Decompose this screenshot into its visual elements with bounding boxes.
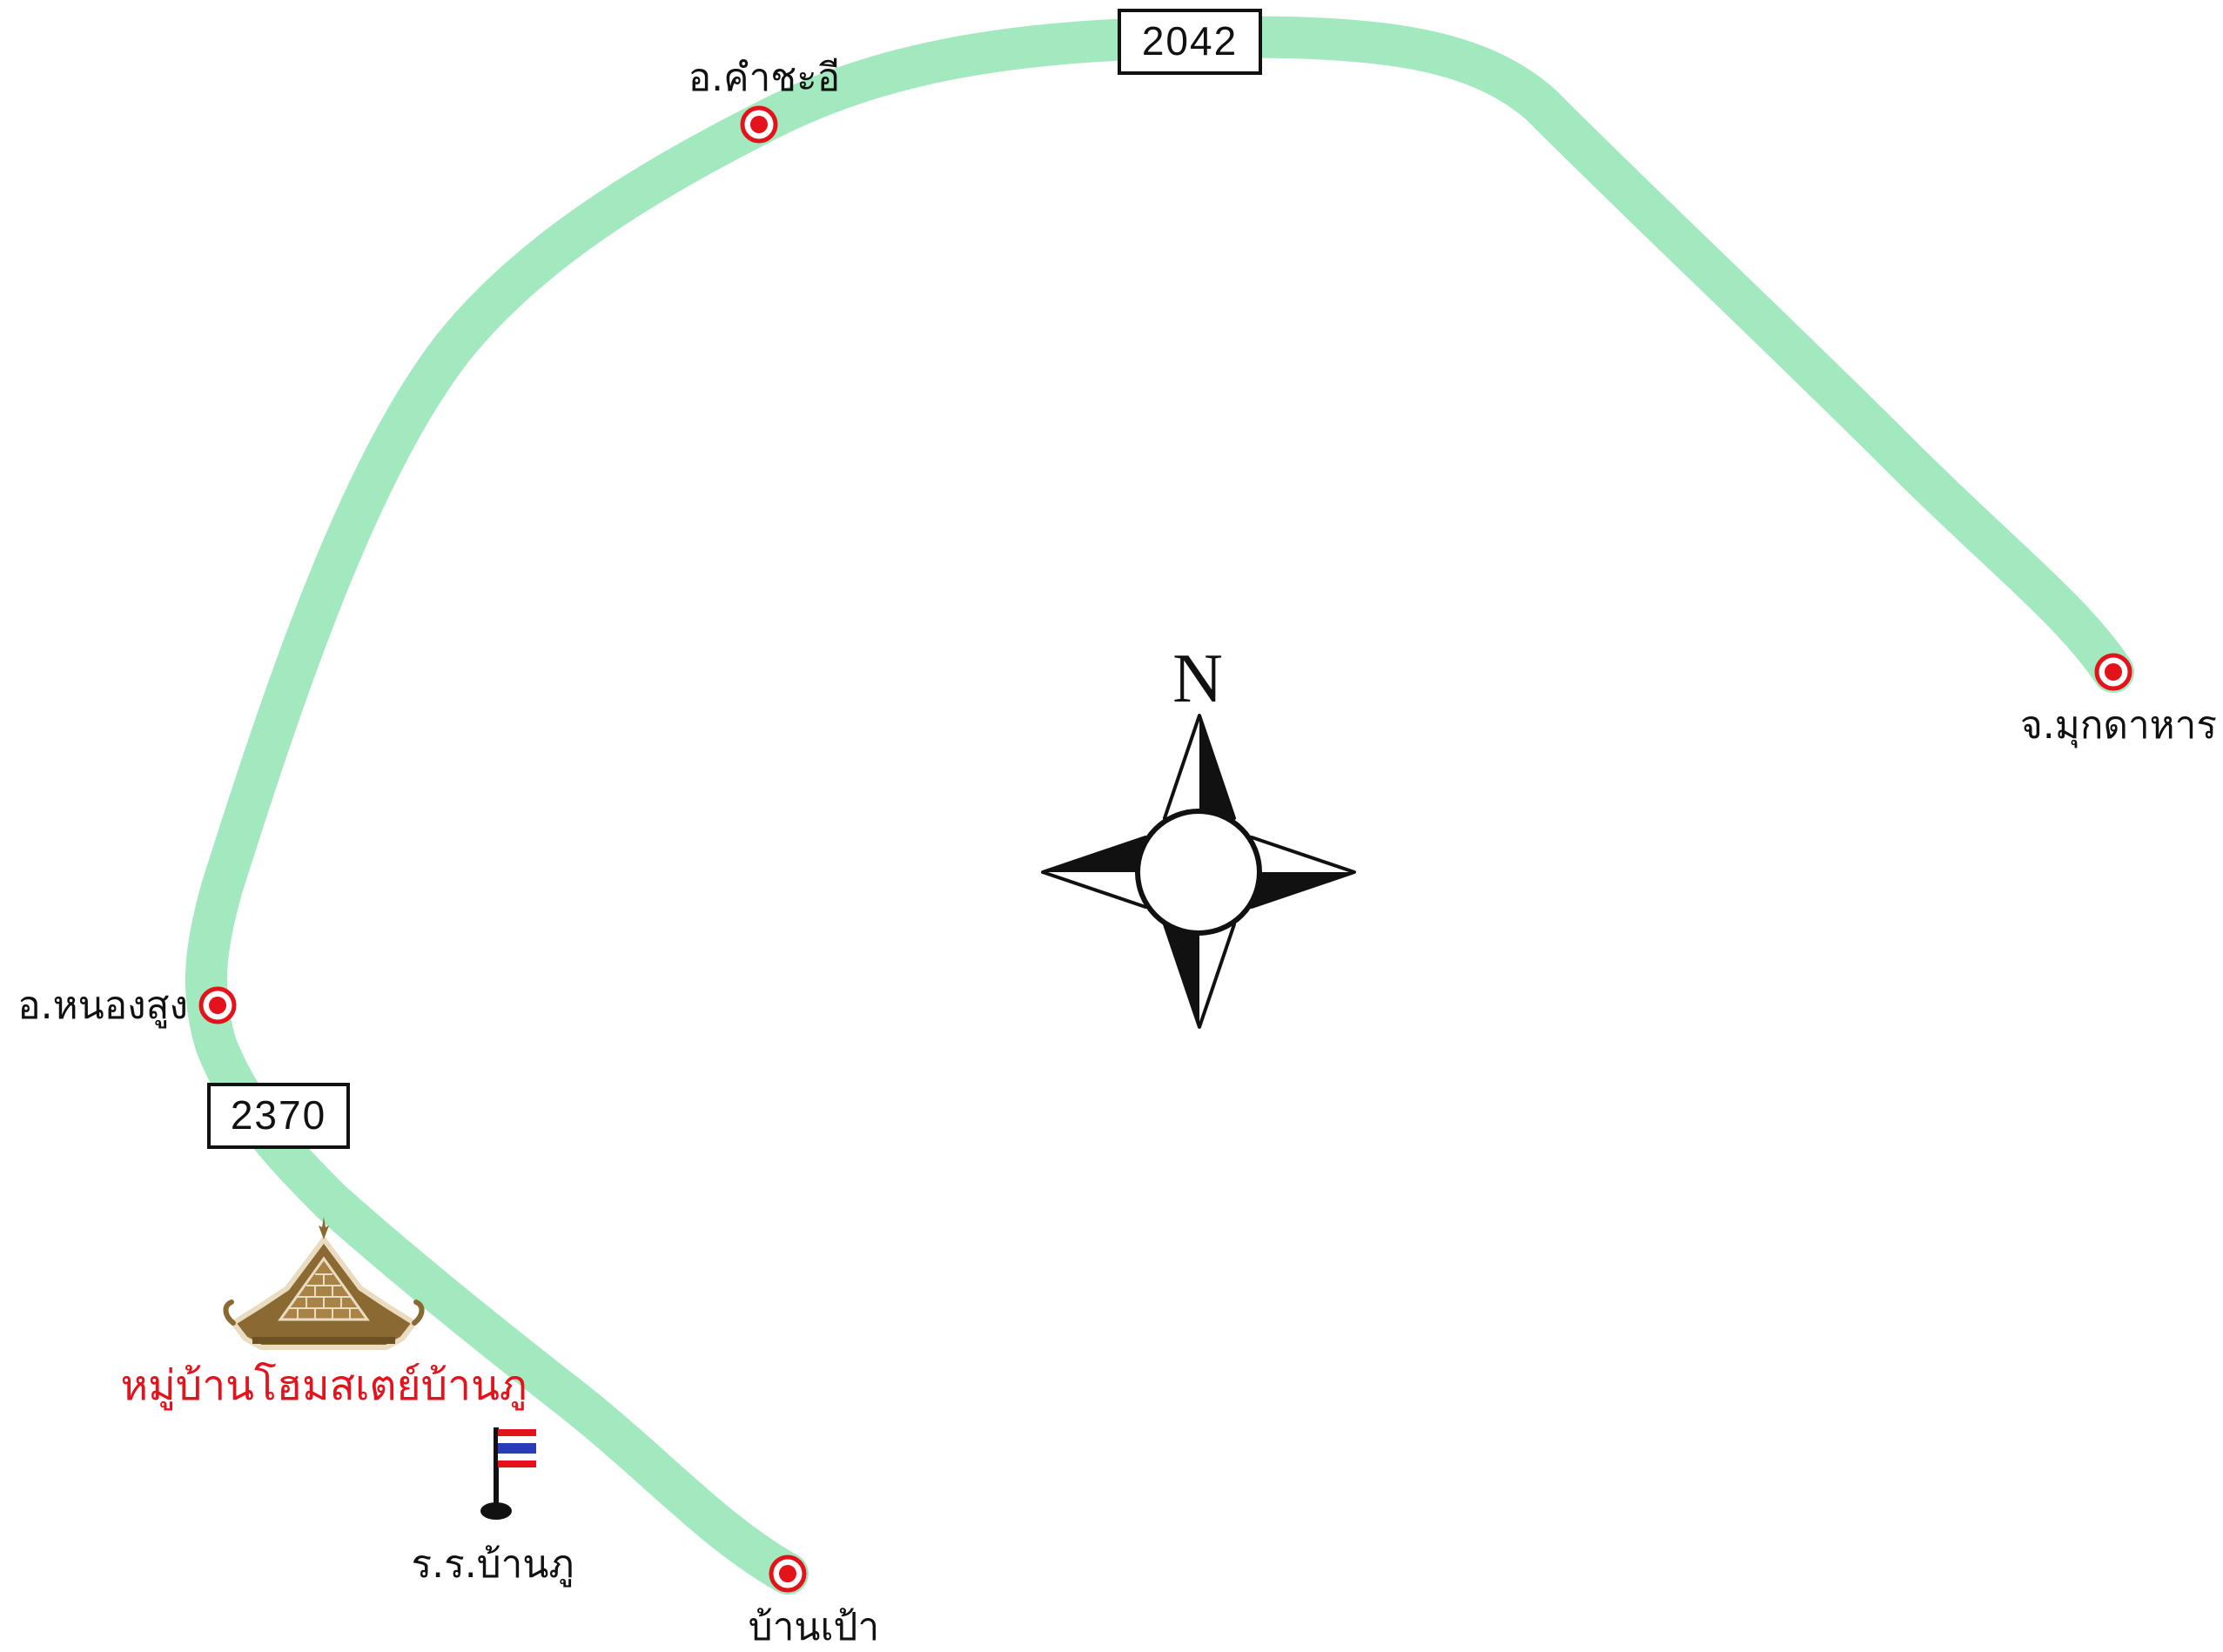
highway-shield-2042: 2042 [1118,9,1262,75]
highway-shield-2370: 2370 [207,1083,350,1149]
compass-rose-icon [1041,714,1356,1029]
marker-khamcha-i [740,105,778,144]
thai-flag-icon [480,1427,536,1520]
compass-north-label: N [1172,641,1223,717]
place-label-ban-pao: บ้านเป้า [749,1605,879,1649]
road-route [185,16,2134,1595]
thai-temple-roof-icon [223,1217,425,1350]
place-label-nong-sung: อ.หนองสูง [17,984,188,1029]
marker-nong-sung [198,986,237,1024]
marker-mukdahan [2094,653,2132,691]
shield-2370-text: 2370 [231,1092,326,1138]
place-label-mukdahan: จ.มุกดาหาร [2020,703,2217,749]
destination-label: หมู่บ้านโฮมสเตย์บ้านภู [120,1361,527,1411]
place-label-khamcha-i: อ.คำชะอี [688,56,840,100]
school-label: ร.ร.บ้านภู [412,1542,574,1588]
marker-ban-pao [769,1555,807,1593]
shield-2042-text: 2042 [1142,18,1238,64]
